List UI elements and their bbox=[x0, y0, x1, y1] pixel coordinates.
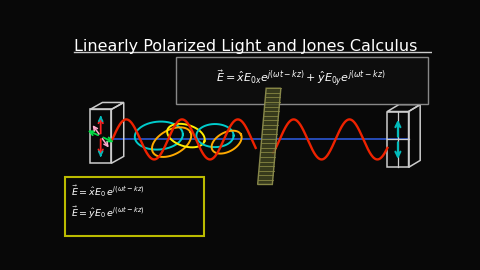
Text: $\vec{E} = \hat{y}E_0\,e^{j(\omega t - kz)}$: $\vec{E} = \hat{y}E_0\,e^{j(\omega t - k… bbox=[71, 205, 144, 221]
Text: Linearly Polarized Light and Jones Calculus: Linearly Polarized Light and Jones Calcu… bbox=[74, 39, 418, 54]
Text: $\vec{E} = \hat{x}E_{0x}e^{j(\omega t-kz)}+\hat{y}E_{0y}e^{j(\omega t-kz)}$: $\vec{E} = \hat{x}E_{0x}e^{j(\omega t-kz… bbox=[216, 69, 386, 89]
Bar bbox=[65, 177, 204, 236]
Text: $\vec{E} = \hat{x}E_0\,e^{j(\omega t - kz)}$: $\vec{E} = \hat{x}E_0\,e^{j(\omega t - k… bbox=[71, 183, 144, 199]
Bar bbox=[176, 58, 428, 104]
Polygon shape bbox=[258, 88, 281, 184]
